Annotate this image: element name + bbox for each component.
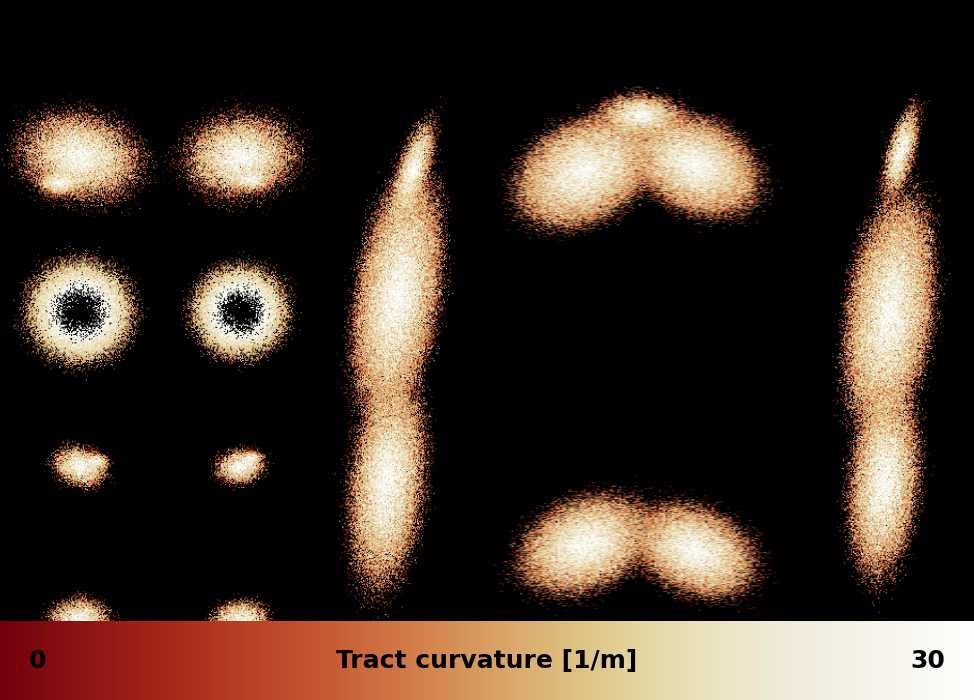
Text: 0: 0 (29, 648, 47, 673)
Text: 30: 30 (910, 648, 945, 673)
Text: Tract curvature [1/m]: Tract curvature [1/m] (336, 648, 638, 673)
